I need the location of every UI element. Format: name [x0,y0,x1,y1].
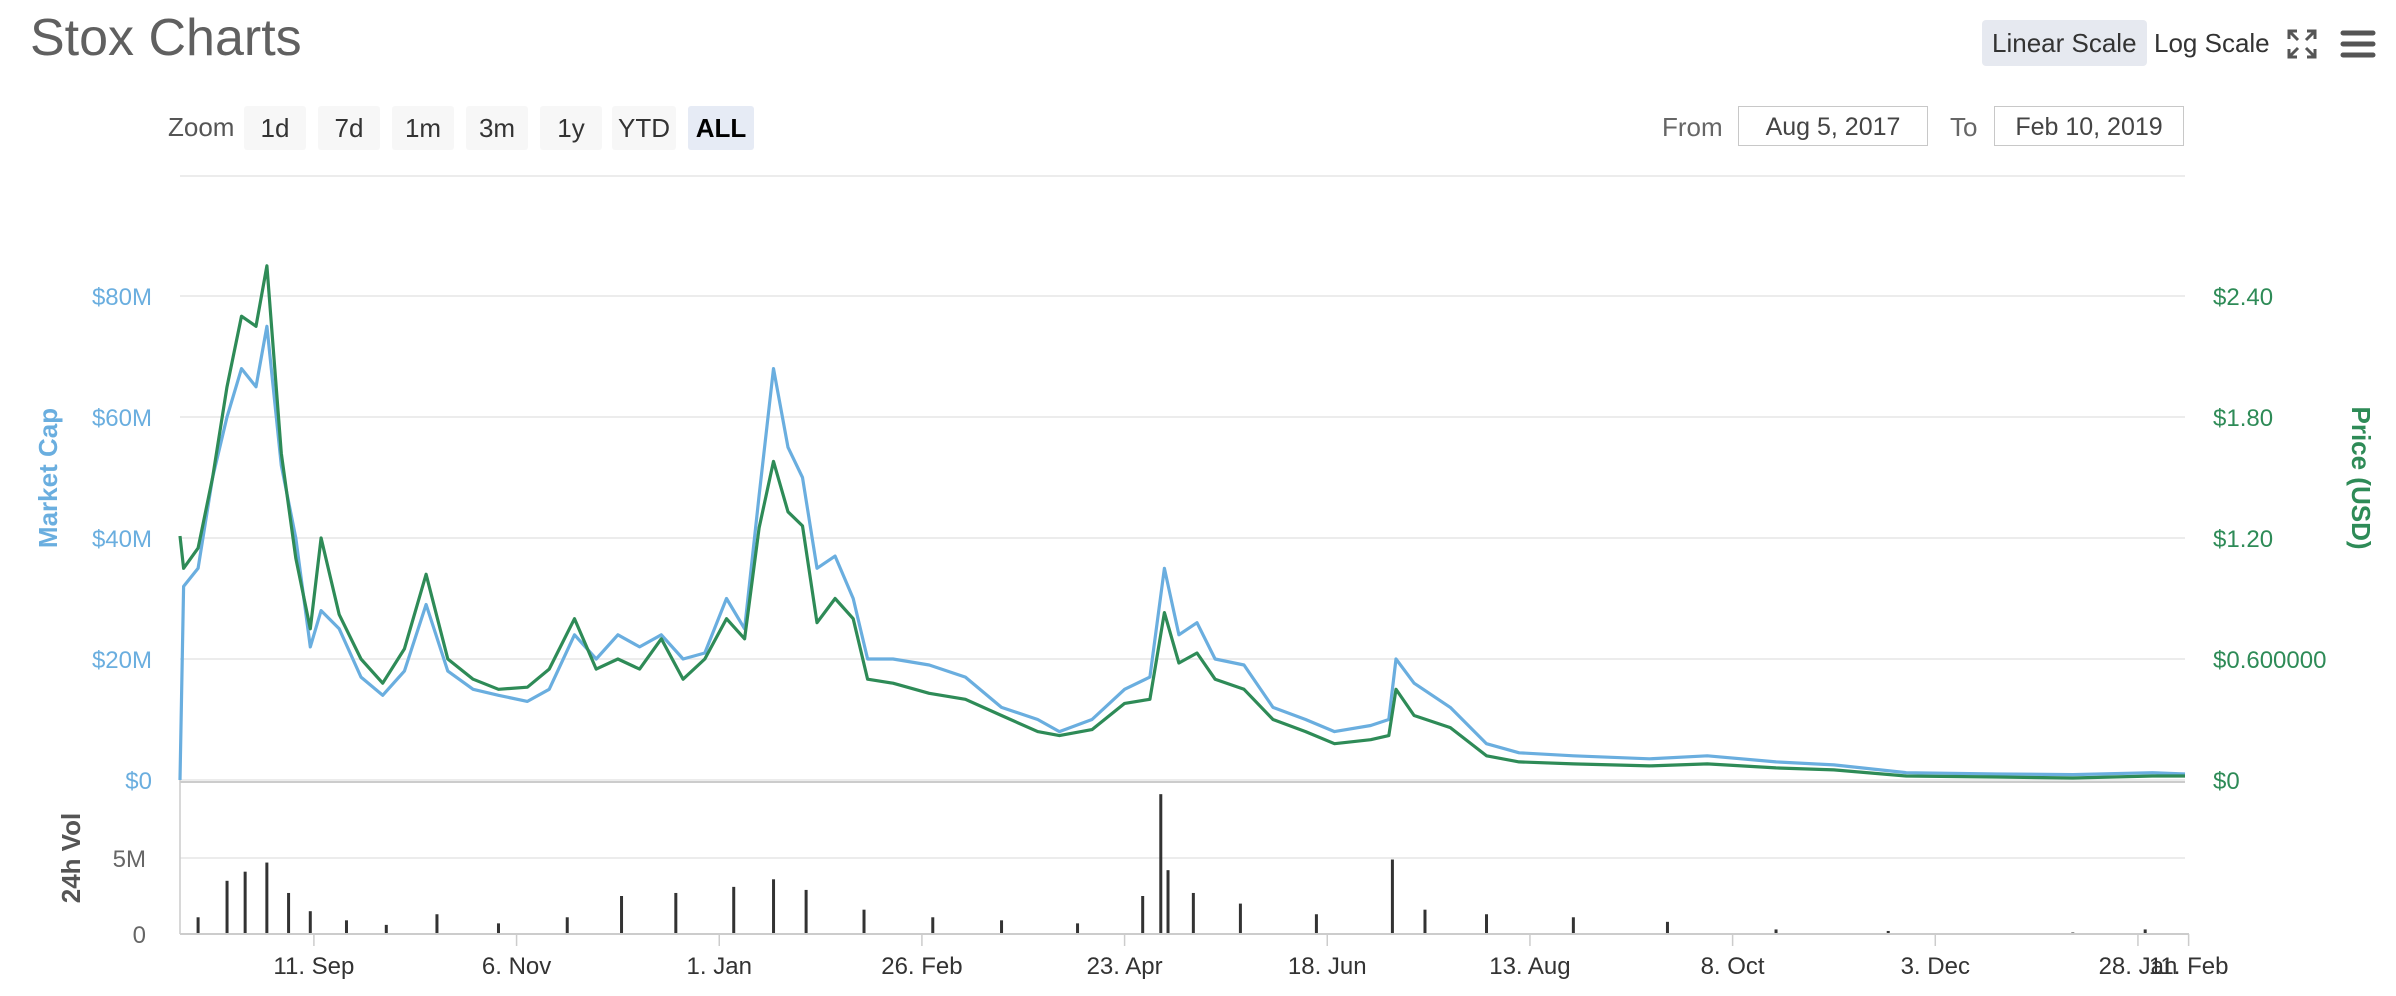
y-left-tick-label: $80M [92,284,152,311]
x-tick-label: 3. Dec [1901,953,1970,980]
log-scale-button[interactable]: Log Scale [2154,28,2270,58]
y-left-axis-title: Market Cap [33,408,63,548]
volume-bar [1886,930,1890,934]
x-tick-label: 11. Sep [273,953,354,980]
volume-bar [565,917,569,934]
fullscreen-icon[interactable] [2286,28,2318,60]
linear-scale-button[interactable]: Linear Scale [1982,20,2147,66]
y-left-tick-label: $60M [92,405,152,432]
volume-bar [1314,914,1318,934]
to-date-input[interactable]: Feb 10, 2019 [1994,106,2184,146]
y-right-tick-label: $2.40 [2213,284,2273,311]
x-tick-label: 13. Aug [1489,953,1570,980]
x-tick-label: 18. Jun [1288,953,1367,980]
y-right-tick-label: $1.80 [2213,405,2273,432]
volume-bar [308,911,312,934]
x-tick-label: 11. Feb [2149,953,2229,980]
volume-bar [2143,929,2147,934]
volume-bar [772,879,776,934]
price-line [178,264,2185,780]
axes: $0 $20M $40M $60M $80M $0 $0.600000 $1.20 $1.80 $… [92,284,2327,980]
x-tick-label: 28. Jan [2099,953,2178,980]
y-right-tick-label: $0.600000 [2213,647,2326,674]
chart-title: Stox Charts [30,9,302,67]
zoom-button-1d[interactable]: 1d [244,106,306,150]
volume-bar [1390,859,1394,934]
price-series [178,264,2186,781]
volume-bar [1665,921,1669,934]
volume-bar [804,889,808,934]
to-label: To [1950,112,1978,142]
grid-lines [179,295,2185,935]
volume-bar [344,920,348,934]
zoom-button-1y[interactable]: 1y [540,106,602,150]
x-tick-label: 6. Nov [482,953,551,980]
volume-bar [1000,920,1004,934]
volume-bar [620,896,624,934]
market-cap-line [178,324,2186,781]
y-right-axis-title: Price (USD) [2346,406,2376,549]
volume-bars [196,794,2147,934]
menu-icon[interactable] [2340,28,2376,60]
volume-bar [384,924,388,934]
y-left-tick-label: $20M [92,647,152,674]
volume-bar [732,886,736,934]
from-label: From [1662,112,1723,142]
volume-bar [496,923,500,934]
volume-tick-label: 0 [133,922,146,949]
zoom-label: Zoom [168,112,235,142]
volume-bar [862,909,866,934]
zoom-button-ytd[interactable]: YTD [612,106,676,150]
x-tick-label: 23. Apr [1087,953,1163,980]
zoom-button-7d[interactable]: 7d [318,106,380,150]
volume-tick-label: 5M [113,846,146,873]
volume-bar [225,880,229,934]
volume-bar [243,871,247,934]
volume-axis-title: 24h Vol [56,813,86,904]
volume-bar [435,914,439,934]
volume-bar [1423,909,1427,934]
volume-bar [1774,929,1778,934]
zoom-button-3m[interactable]: 3m [466,106,528,150]
volume-bar [196,917,200,934]
volume-bar [1141,896,1145,934]
volume-bar [931,917,935,934]
volume-bar [1485,914,1489,934]
zoom-button-all[interactable]: ALL [688,106,754,150]
x-tick-label: 1. Jan [687,953,752,980]
volume-bar [1166,870,1170,934]
from-date-input[interactable]: Aug 5, 2017 [1738,106,1928,146]
zoom-button-1m[interactable]: 1m [392,106,454,150]
volume-bar [1571,917,1575,934]
y-left-tick-label: $0 [125,768,152,795]
x-tick-label: 8. Oct [1701,953,1765,980]
volume-bar [1159,794,1163,934]
volume-bar [265,862,269,934]
volume-bar [1076,923,1080,934]
volume-bar [1191,892,1195,934]
x-tick-label: 26. Feb [881,953,962,980]
y-right-tick-label: $0 [2213,768,2240,795]
y-right-tick-label: $1.20 [2213,526,2273,553]
y-left-tick-label: $40M [92,526,152,553]
volume-bar [287,892,291,934]
volume-bar [1238,903,1242,934]
volume-bar [674,892,678,934]
